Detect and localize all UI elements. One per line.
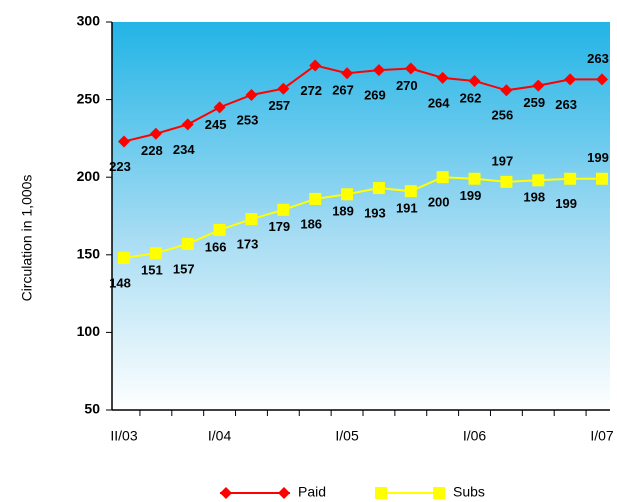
data-point [372, 182, 385, 195]
data-point [309, 59, 322, 72]
data-label: 199 [555, 196, 577, 211]
y-tick-label: 250 [77, 90, 101, 106]
data-point [181, 118, 194, 131]
data-point [532, 79, 545, 92]
data-point [213, 101, 226, 114]
legend-marker [278, 487, 290, 499]
data-label: 193 [364, 206, 386, 221]
y-tick-label: 300 [77, 13, 101, 29]
data-point [500, 84, 513, 97]
data-label: 200 [428, 195, 450, 210]
data-label: 272 [300, 83, 322, 98]
data-point [341, 67, 354, 80]
data-label: 199 [587, 150, 609, 165]
data-label: 151 [141, 263, 163, 278]
data-point [468, 172, 481, 185]
data-label: 223 [109, 159, 131, 174]
data-label: 269 [364, 88, 386, 103]
data-point [341, 188, 354, 201]
y-tick-label: 200 [77, 168, 101, 184]
data-point [118, 135, 130, 148]
plot-area [112, 22, 610, 410]
data-label: 234 [173, 142, 195, 157]
data-label: 256 [492, 108, 514, 123]
legend-label: Subs [453, 484, 485, 500]
data-label: 228 [141, 143, 163, 158]
y-tick-label: 150 [77, 246, 101, 262]
data-label: 198 [523, 190, 545, 205]
legend-marker [375, 487, 387, 499]
data-point [596, 172, 608, 185]
data-point [277, 203, 290, 216]
data-label: 179 [268, 219, 290, 234]
data-label: 267 [332, 83, 354, 98]
data-label: 148 [109, 275, 131, 290]
data-point [149, 127, 162, 140]
data-label: 263 [555, 97, 577, 112]
y-tick-label: 100 [77, 323, 101, 339]
data-label: 257 [268, 98, 290, 113]
data-point [309, 192, 322, 205]
data-point [564, 172, 577, 185]
data-point [500, 175, 513, 188]
data-label: 253 [237, 112, 259, 127]
data-label: 157 [173, 261, 195, 276]
data-label: 173 [237, 237, 259, 252]
data-point [468, 74, 481, 87]
data-label: 191 [396, 201, 418, 216]
legend-marker [220, 487, 232, 499]
data-label: 166 [205, 239, 227, 254]
x-tick-label: I/04 [208, 428, 232, 444]
data-point [213, 223, 226, 236]
data-point [118, 251, 130, 264]
data-point [436, 71, 449, 84]
data-point [436, 171, 449, 184]
data-point [245, 213, 258, 226]
series-line [123, 176, 602, 259]
y-tick-label: 50 [84, 401, 100, 417]
data-point [404, 185, 417, 198]
data-label: 264 [428, 95, 450, 110]
data-label: 199 [460, 188, 482, 203]
data-label: 245 [205, 117, 227, 132]
data-label: 263 [587, 51, 609, 66]
data-point [149, 247, 162, 260]
data-label: 262 [460, 90, 482, 105]
data-point [532, 174, 545, 187]
data-point [181, 237, 194, 250]
y-axis-label: Circulation in 1,000s [19, 175, 35, 302]
data-label: 186 [300, 216, 322, 231]
data-point [596, 73, 608, 86]
data-label: 197 [492, 153, 514, 168]
data-label: 189 [332, 204, 354, 219]
legend-label: Paid [298, 484, 326, 500]
x-tick-label: I/07 [590, 428, 614, 444]
data-point [277, 82, 290, 95]
x-tick-label: II/03 [110, 428, 137, 444]
data-label: 259 [523, 95, 545, 110]
data-point [564, 73, 577, 86]
data-label: 270 [396, 78, 418, 93]
series-line [123, 64, 602, 143]
data-point [245, 88, 258, 101]
data-point [404, 62, 417, 75]
data-point [372, 64, 385, 77]
x-tick-label: I/06 [463, 428, 487, 444]
x-tick-label: I/05 [335, 428, 359, 444]
legend-marker [433, 487, 445, 499]
